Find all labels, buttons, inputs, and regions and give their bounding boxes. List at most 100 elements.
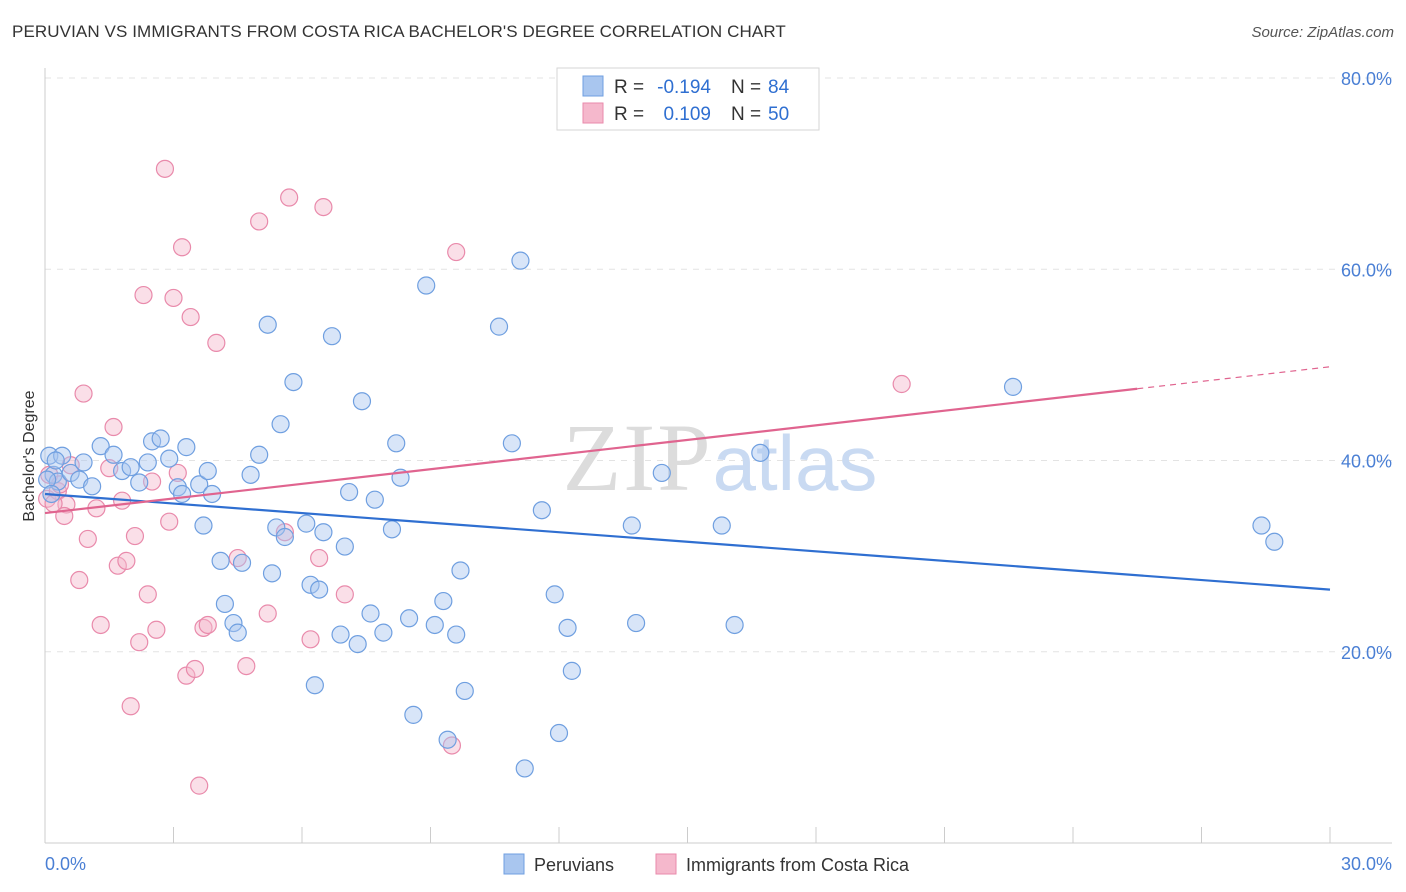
costa-rica-point-16 [125, 526, 145, 546]
peruvians-point-26 [224, 613, 243, 633]
costa-rica-point-42 [314, 197, 333, 217]
peruvians-point-28 [232, 553, 252, 572]
peruvians-point-31 [258, 315, 277, 334]
peruvians-point-36 [284, 372, 303, 392]
costa-rica-point-25 [168, 463, 187, 483]
peruvians-point-19 [177, 438, 196, 457]
costa-rica-point-5 [70, 570, 89, 590]
peruvians-point-78 [1003, 377, 1023, 396]
peruvians-point-81 [38, 470, 57, 489]
peruvians-point-76 [725, 615, 744, 635]
peruvians-point-80 [1265, 532, 1284, 551]
peruvians-point-41 [314, 523, 333, 542]
peruvians-point-56 [417, 276, 436, 295]
peruvians-point-71 [562, 661, 581, 680]
peruvians-point-40 [310, 580, 329, 599]
chart-title: PERUVIAN VS IMMIGRANTS FROM COSTA RICA B… [12, 22, 786, 41]
peruvians-point-50 [374, 623, 393, 642]
peruvians-point-21 [194, 516, 213, 535]
peruvians-point-47 [352, 392, 372, 411]
trend-line-costa-rica-extension [1137, 366, 1331, 390]
peruvians-point-72 [622, 516, 641, 535]
peruvians-point-73 [626, 613, 646, 633]
peruvians-point-77 [751, 443, 770, 462]
y-axis-label: Bachelor's Degree [21, 390, 38, 521]
peruvians-point-63 [489, 317, 509, 336]
costa-rica-point-30 [190, 776, 209, 795]
peruvians-point-27 [228, 623, 247, 642]
costa-rica-point-36 [250, 212, 269, 231]
peruvians-point-44 [335, 537, 354, 556]
peruvians-point-74 [652, 463, 671, 483]
peruvians-point-25 [215, 594, 234, 614]
costa-rica-point-23 [160, 512, 179, 531]
costa-rica-point-38 [275, 523, 294, 542]
peruvians-point-54 [399, 609, 419, 628]
legend-r-label-2: R = [614, 104, 644, 125]
costa-rica-point-45 [447, 242, 466, 262]
costa-rica-point-6 [74, 384, 93, 403]
peruvians-point-35 [275, 527, 294, 547]
costa-rica-point-28 [181, 307, 200, 327]
peruvians-point-68 [545, 585, 564, 604]
chart-source: Source: ZipAtlas.com [1251, 24, 1394, 41]
trend-line-costa-rica [44, 387, 1138, 515]
bottom-legend-label-costa-rica: Immigrants from Costa Rica [686, 855, 910, 875]
costa-rica-point-29 [185, 659, 205, 679]
peruvians-point-59 [438, 730, 457, 749]
peruvians-point-20 [190, 475, 209, 494]
costa-rica-point-43 [335, 585, 354, 604]
trend-lines [44, 366, 1331, 591]
costa-rica-point-19 [138, 585, 157, 604]
peruvians-point-65 [511, 251, 530, 270]
peruvians-point-61 [451, 561, 470, 580]
y-tick-label-60: 60.0% [1341, 260, 1392, 280]
peruvians-point-75 [712, 516, 731, 535]
peruvians-point-70 [558, 618, 577, 637]
legend-swatch-peruvians [582, 75, 604, 97]
x-tick-label-max: 30.0% [1341, 854, 1392, 874]
peruvians-point-45 [340, 482, 359, 502]
peruvians-point-42 [322, 327, 342, 346]
peruvians-point-22 [198, 461, 217, 481]
peruvians-point-15 [151, 429, 170, 448]
peruvians-point-58 [434, 591, 453, 611]
y-tick-labels: 20.0% 40.0% 60.0% 80.0% [1341, 69, 1392, 663]
costa-rica-point-37 [258, 604, 277, 623]
y-tick-label-80: 80.0% [1341, 69, 1392, 89]
peruvians-point-67 [532, 501, 551, 520]
costa-rica-point-46 [892, 374, 911, 394]
costa-rica-point-24 [164, 288, 183, 308]
series-legend: Peruvians Immigrants from Costa Rica [503, 853, 910, 875]
peruvians-point-10 [112, 461, 132, 481]
peruvians-point-32 [262, 564, 282, 583]
costa-rica-point-20 [142, 472, 162, 491]
costa-rica-point-17 [130, 633, 149, 652]
peruvians-point-52 [387, 434, 406, 453]
peruvians-point-66 [515, 759, 534, 778]
peruvians-point-79 [1252, 516, 1271, 535]
peruvians-point-37 [297, 514, 316, 533]
peruvians-point-60 [447, 625, 466, 644]
costa-rica-point-7 [78, 529, 97, 549]
legend-n-label-2: N = [731, 104, 761, 125]
peruvians-point-83 [46, 451, 65, 470]
peruvians-point-8 [91, 437, 110, 456]
peruvians-point-7 [83, 477, 102, 496]
bottom-legend-label-peruvians: Peruvians [534, 855, 614, 875]
peruvians-point-11 [121, 458, 140, 477]
costa-rica-point-22 [155, 159, 175, 178]
costa-rica-point-41 [310, 548, 329, 568]
costa-rica-point-26 [172, 238, 192, 257]
legend-n-value-2: 50 [768, 104, 789, 125]
bottom-legend-swatch-costa-rica [655, 853, 677, 875]
bottom-legend-swatch-peruvians [503, 853, 525, 875]
peruvians-point-69 [549, 723, 569, 743]
legend-r-value-1: -0.194 [657, 77, 711, 98]
peruvians-point-16 [160, 449, 179, 468]
peruvians-point-9 [104, 445, 123, 464]
x-tick-label-min: 0.0% [45, 854, 86, 874]
series-peruvians-points [38, 251, 1284, 778]
peruvians-point-48 [361, 604, 380, 623]
peruvians-point-62 [455, 681, 474, 701]
